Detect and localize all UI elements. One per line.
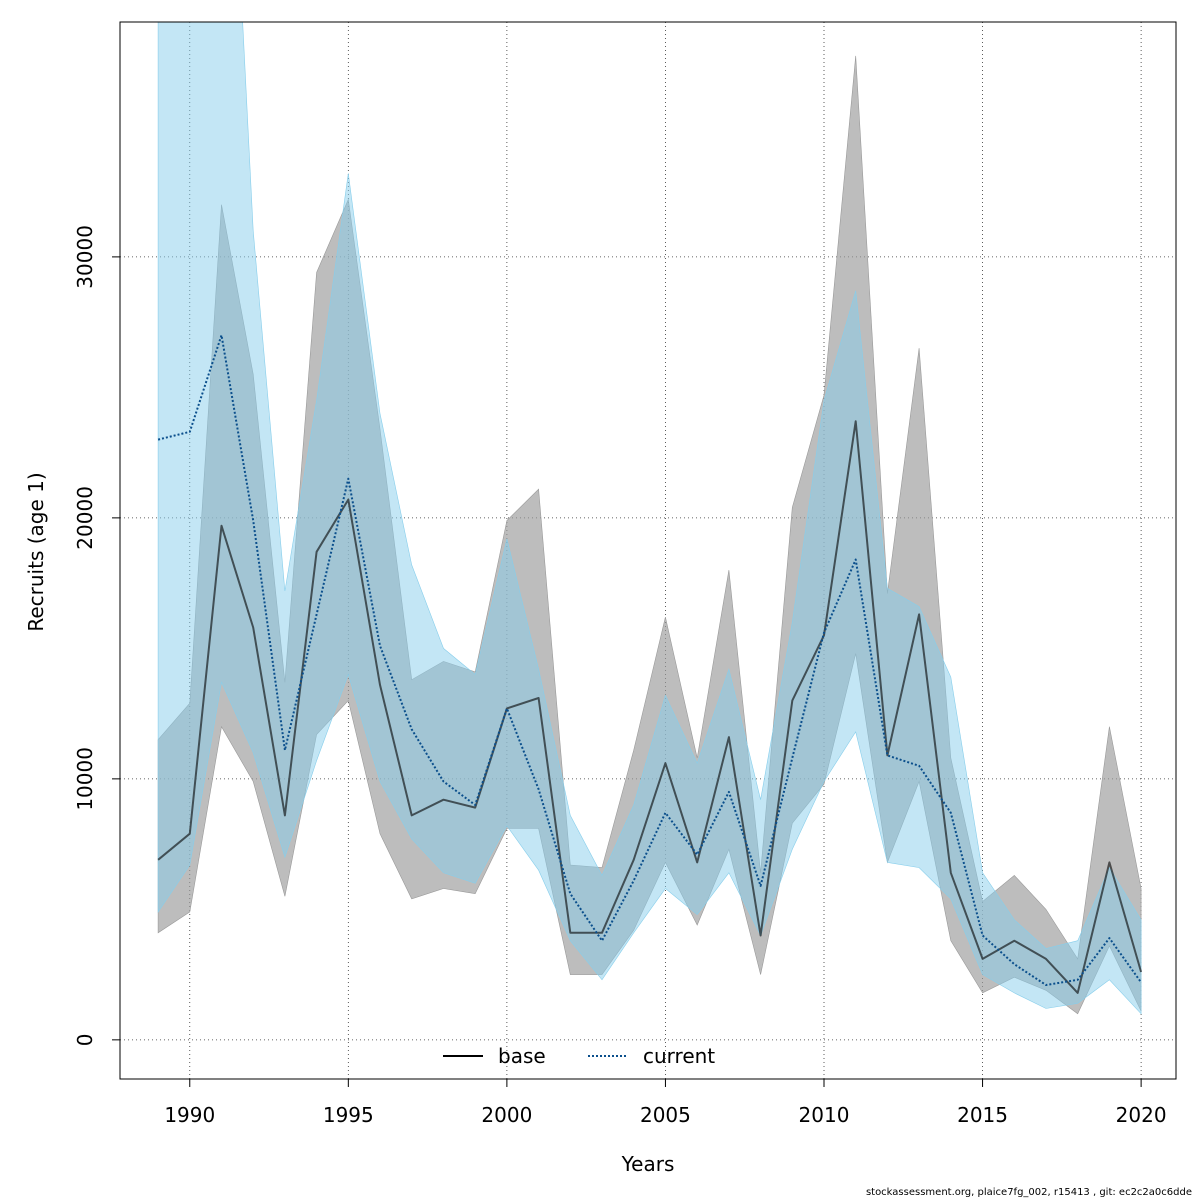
y-tick-label: 20000 <box>73 486 97 550</box>
x-tick-label: 1995 <box>323 1103 374 1127</box>
band-current <box>157 22 1142 1015</box>
x-tick-label: 2010 <box>799 1103 850 1127</box>
legend-label-base: base <box>498 1044 546 1068</box>
legend: base current <box>443 1044 715 1068</box>
y-axis-label: Recruits (age 1) <box>24 472 48 631</box>
x-tick-label: 2005 <box>640 1103 691 1127</box>
footer-source-text: stockassessment.org, plaice7fg_002, r154… <box>865 1187 1192 1198</box>
y-tick-label: 30000 <box>73 225 97 289</box>
axes: 1990 1995 2000 2005 2010 2015 2020 0 10000 20000 3… <box>73 225 1167 1127</box>
legend-label-current: current <box>643 1044 715 1068</box>
series-lines <box>157 334 1143 994</box>
x-tick-label: 2015 <box>957 1103 1008 1127</box>
plot-frame <box>119 21 1177 1080</box>
line-base <box>157 420 1143 994</box>
x-axis-label: Years <box>621 1152 675 1176</box>
x-tick-label: 2000 <box>481 1103 532 1127</box>
line-current <box>157 334 1142 986</box>
y-tick-label: 10000 <box>73 747 97 811</box>
x-tick-label: 2020 <box>1116 1103 1167 1127</box>
x-tick-label: 1990 <box>164 1103 215 1127</box>
confidence-bands <box>157 22 1142 1015</box>
y-tick-label: 0 <box>73 1033 97 1046</box>
